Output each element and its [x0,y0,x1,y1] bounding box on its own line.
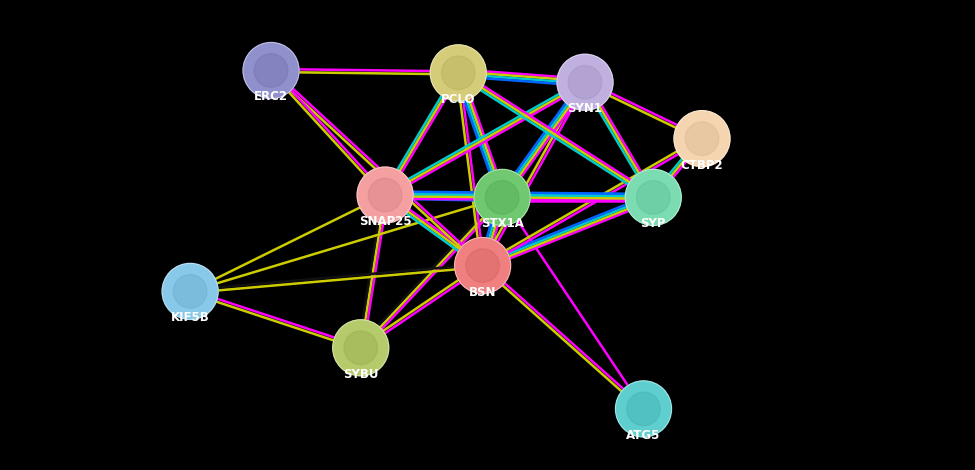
Circle shape [369,178,402,212]
Circle shape [557,54,613,110]
Circle shape [344,331,377,365]
Circle shape [442,56,475,90]
Circle shape [685,122,719,156]
Text: KIF5B: KIF5B [171,312,210,324]
Circle shape [254,54,288,87]
Text: CTBP2: CTBP2 [681,159,723,172]
Circle shape [486,180,519,214]
Text: SYP: SYP [641,218,666,230]
Circle shape [674,110,730,167]
Circle shape [568,65,602,99]
Text: PCLO: PCLO [441,93,476,106]
Text: SYBU: SYBU [343,368,378,381]
Circle shape [357,167,413,223]
Circle shape [174,274,207,308]
Circle shape [454,237,511,294]
Circle shape [332,320,389,376]
Circle shape [474,169,530,226]
Circle shape [637,180,670,214]
Circle shape [243,42,299,99]
Text: ATG5: ATG5 [626,429,661,442]
Circle shape [162,263,218,320]
Text: SNAP25: SNAP25 [359,215,411,228]
Text: BSN: BSN [469,286,496,298]
Circle shape [466,249,499,282]
Circle shape [615,381,672,437]
Circle shape [625,169,682,226]
Text: STX1A: STX1A [481,218,524,230]
Text: SYN1: SYN1 [567,102,603,115]
Text: ERC2: ERC2 [254,91,288,103]
Circle shape [627,392,660,426]
Circle shape [430,45,487,101]
